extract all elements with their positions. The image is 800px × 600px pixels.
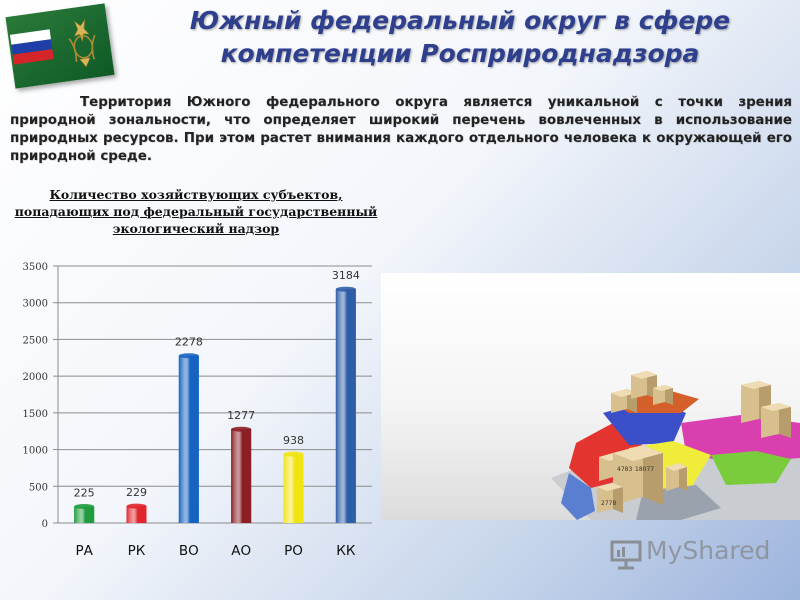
title-line-2: компетенции Росприроднадзора [220,39,700,68]
bar-cap-1 [126,503,147,509]
bar-shine-2 [178,355,199,523]
y-tick-label: 0 [42,519,48,530]
map-bars [597,371,791,513]
y-tick-label: 3000 [23,299,48,310]
y-tick-label: 2000 [23,372,48,383]
bar-cap-3 [231,426,252,432]
map-region-green [711,451,791,485]
bar-shine-0 [74,506,95,523]
data-label-4: 938 [283,434,304,447]
watermark-text: MyShared [646,536,771,565]
page-title: Южный федеральный округ в сфере компетен… [130,4,790,70]
x-tick-label-0: РА [75,543,93,559]
y-tick-label: 1500 [23,409,48,420]
chart-title: Количество хозяйствующих субъектов, попа… [10,186,382,237]
title-line-1: Южный федеральный округ в сфере [189,6,731,35]
bar-cap-0 [74,503,95,509]
x-tick-label-1: РК [128,543,146,559]
bar-shine-4 [283,454,304,523]
x-tick-label-5: КК [336,543,356,559]
map-box-label-2: 18077 [635,466,654,473]
y-tick-label: 3500 [23,262,48,273]
map-box-label-3: 2778 [601,500,616,507]
x-tick-label-2: ВО [179,543,199,559]
emblem-icon [9,19,96,68]
bar-chart: 0 500 1000 1500 2000 2500 3000 3500 225 РА 229 РК 22… [23,262,372,559]
y-tick-label: 2500 [23,335,48,346]
chart-title-line-1: Количество хозяйствующих субъектов, [49,187,343,202]
y-tick-label: 500 [29,482,48,493]
rosprirodnadzor-logo [5,3,115,89]
bar-shine-3 [231,429,252,523]
bar-cap-5 [335,286,356,292]
x-tick-label-3: АО [231,543,251,559]
x-tick-label-4: РО [284,543,303,559]
data-label-1: 229 [126,486,147,499]
data-label-2: 2278 [175,336,203,349]
data-label-5: 3184 [332,269,360,282]
map-panel: 4783 18077 2778 [381,273,800,520]
bar-cap-4 [283,451,304,457]
map-region-blue-south [561,473,595,520]
y-tick-label: 1000 [23,446,48,457]
data-label-0: 225 [74,486,95,499]
region-3d-map: 4783 18077 2778 [551,371,800,520]
bar-cap-2 [178,353,199,359]
map-box-label-1: 4783 [617,466,632,473]
watermark: MyShared [606,534,776,574]
chart-title-line-2: попадающих под федеральный государственн… [14,204,378,219]
bar-shine-5 [335,289,356,523]
bar-shine-1 [126,506,147,523]
data-label-3: 1277 [227,409,255,422]
chart-title-line-3: экологический надзор [112,221,280,236]
intro-paragraph: Территория Южного федерального округа яв… [10,95,792,164]
presentation-icon [610,540,642,570]
